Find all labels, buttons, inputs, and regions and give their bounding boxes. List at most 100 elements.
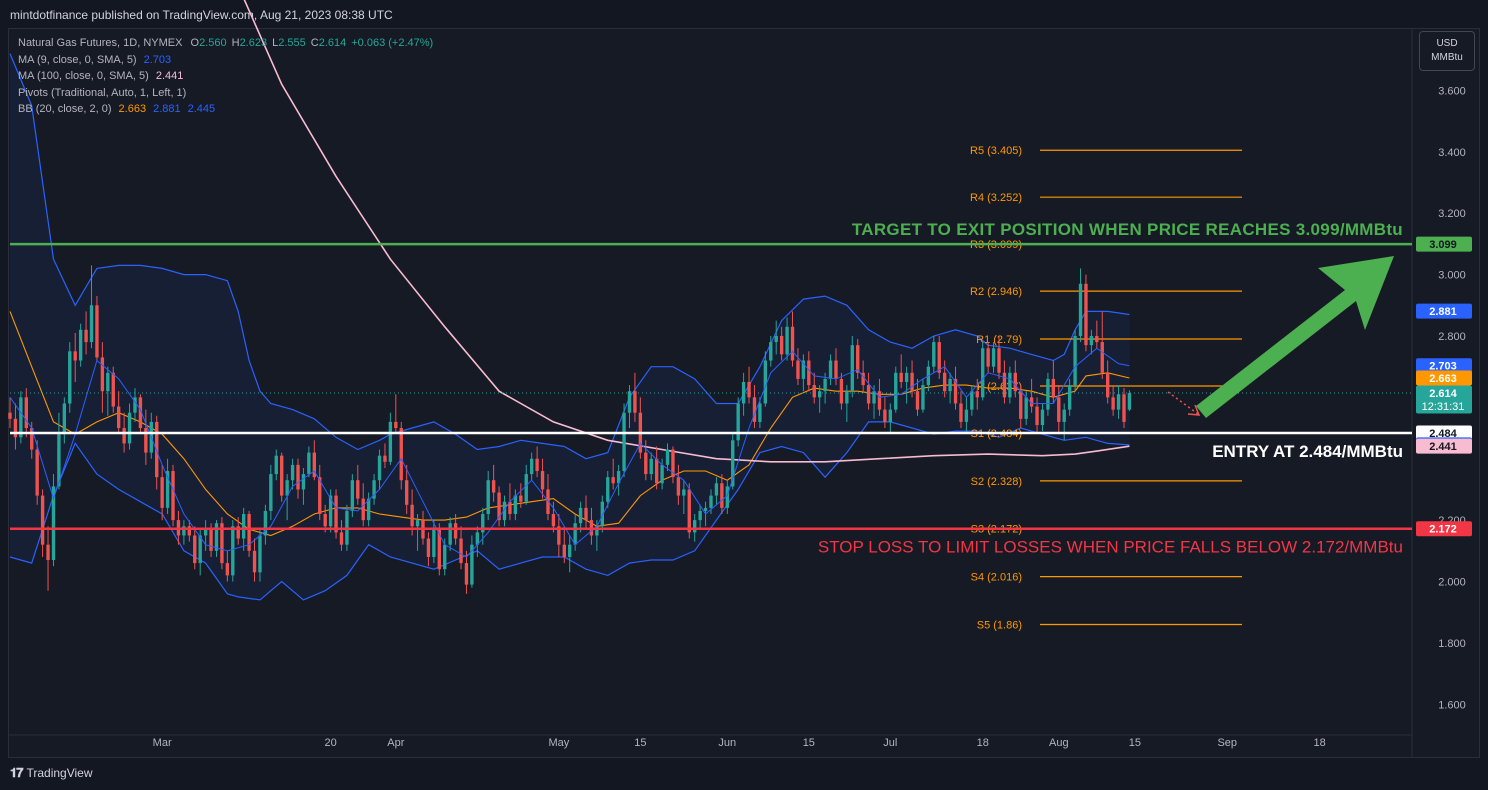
- candle-body[interactable]: [46, 544, 50, 561]
- candle-body[interactable]: [1013, 372, 1017, 392]
- candle-body[interactable]: [557, 526, 561, 545]
- candle-body[interactable]: [24, 397, 28, 429]
- candle-body[interactable]: [991, 348, 996, 367]
- legend-symbol-row[interactable]: Natural Gas Futures, 1D, NYMEX O2.560 H2.…: [18, 35, 433, 52]
- candle-body[interactable]: [578, 507, 583, 524]
- candle-body[interactable]: [1051, 378, 1056, 398]
- candle-body[interactable]: [595, 526, 599, 536]
- candle-body[interactable]: [269, 474, 273, 511]
- candle-body[interactable]: [1106, 372, 1110, 398]
- candle-body[interactable]: [801, 360, 806, 379]
- candle-body[interactable]: [1100, 342, 1104, 373]
- stop-loss-annotation[interactable]: STOP LOSS TO LIMIT LOSSES WHEN PRICE FAL…: [818, 538, 1403, 557]
- candle-body[interactable]: [1111, 397, 1115, 410]
- candle-body[interactable]: [1040, 409, 1045, 425]
- candle-body[interactable]: [214, 523, 219, 551]
- candle-body[interactable]: [823, 378, 827, 392]
- candle-body[interactable]: [62, 403, 67, 435]
- candle-body[interactable]: [644, 452, 648, 475]
- candle-body[interactable]: [68, 351, 72, 404]
- candle-body[interactable]: [252, 550, 257, 573]
- candle-body[interactable]: [779, 335, 784, 355]
- candle-body[interactable]: [432, 529, 436, 557]
- candle-body[interactable]: [350, 480, 355, 511]
- candle-body[interactable]: [84, 329, 88, 343]
- candle-body[interactable]: [1084, 283, 1088, 346]
- candle-body[interactable]: [785, 326, 789, 355]
- candle-body[interactable]: [155, 421, 159, 478]
- candle-body[interactable]: [372, 480, 376, 499]
- symbol-title[interactable]: Natural Gas Futures, 1D, NYMEX: [18, 37, 183, 49]
- candle-body[interactable]: [845, 391, 849, 404]
- candle-body[interactable]: [850, 345, 854, 392]
- candle-body[interactable]: [606, 477, 610, 502]
- candle-body[interactable]: [203, 529, 208, 536]
- tradingview-logo-icon[interactable]: 𝟏𝟕: [10, 765, 24, 780]
- candle-body[interactable]: [937, 342, 941, 373]
- candle-body[interactable]: [573, 523, 577, 545]
- candle-body[interactable]: [562, 544, 566, 557]
- indicator-row[interactable]: MA (9, close, 0, SMA, 5) 2.703: [18, 52, 433, 69]
- candle-body[interactable]: [513, 495, 518, 514]
- candle-body[interactable]: [307, 452, 311, 475]
- candle-body[interactable]: [312, 452, 316, 478]
- candle-body[interactable]: [752, 397, 757, 422]
- candle-body[interactable]: [19, 397, 23, 438]
- candle-body[interactable]: [915, 391, 920, 410]
- candle-body[interactable]: [894, 372, 898, 410]
- candle-body[interactable]: [508, 501, 512, 514]
- candle-body[interactable]: [1029, 397, 1034, 407]
- candle-body[interactable]: [356, 480, 360, 499]
- candle-body[interactable]: [633, 391, 637, 413]
- candle-body[interactable]: [383, 455, 387, 462]
- candle-body[interactable]: [568, 544, 572, 557]
- candle-body[interactable]: [497, 492, 501, 521]
- candle-body[interactable]: [481, 513, 485, 533]
- indicator-row[interactable]: Pivots (Traditional, Auto, 1, Left, 1): [18, 85, 433, 102]
- candle-body[interactable]: [660, 464, 664, 484]
- candle-body[interactable]: [339, 532, 344, 545]
- candle-body[interactable]: [502, 501, 507, 521]
- candle-body[interactable]: [111, 372, 115, 407]
- candle-body[interactable]: [241, 513, 246, 539]
- candle-body[interactable]: [122, 428, 126, 444]
- candle-body[interactable]: [8, 412, 12, 419]
- candle-body[interactable]: [529, 458, 534, 475]
- candle-body[interactable]: [138, 397, 143, 429]
- candle-body[interactable]: [627, 391, 632, 413]
- candle-body[interactable]: [535, 458, 539, 472]
- candle-body[interactable]: [1116, 394, 1121, 410]
- candle-body[interactable]: [693, 520, 697, 533]
- candle-body[interactable]: [171, 471, 175, 521]
- candle-body[interactable]: [328, 495, 333, 527]
- candle-body[interactable]: [1057, 397, 1061, 422]
- candle-body[interactable]: [323, 513, 327, 527]
- candle-body[interactable]: [285, 480, 289, 496]
- candle-body[interactable]: [464, 563, 469, 585]
- candle-body[interactable]: [703, 507, 708, 511]
- candle-body[interactable]: [932, 342, 936, 367]
- candle-body[interactable]: [209, 529, 213, 551]
- candle-body[interactable]: [687, 489, 691, 533]
- candle-body[interactable]: [220, 523, 224, 564]
- candle-body[interactable]: [475, 532, 480, 545]
- candle-body[interactable]: [796, 360, 800, 379]
- candle-body[interactable]: [975, 391, 979, 398]
- candle-body[interactable]: [1078, 283, 1083, 336]
- candle-body[interactable]: [258, 535, 262, 573]
- candle-body[interactable]: [1002, 372, 1007, 398]
- candle-body[interactable]: [247, 513, 251, 551]
- candle-body[interactable]: [405, 480, 409, 505]
- candle-body[interactable]: [57, 434, 61, 487]
- candle-body[interactable]: [616, 471, 621, 484]
- candle-body[interactable]: [861, 372, 865, 386]
- bollinger-upper-line[interactable]: [9, 53, 1130, 460]
- candle-body[interactable]: [361, 498, 365, 521]
- candle-body[interactable]: [133, 397, 137, 413]
- candle-body[interactable]: [127, 412, 132, 444]
- candle-body[interactable]: [263, 510, 268, 536]
- candle-body[interactable]: [116, 406, 121, 429]
- candle-body[interactable]: [73, 351, 77, 361]
- candle-body[interactable]: [904, 372, 909, 382]
- candle-body[interactable]: [486, 480, 490, 514]
